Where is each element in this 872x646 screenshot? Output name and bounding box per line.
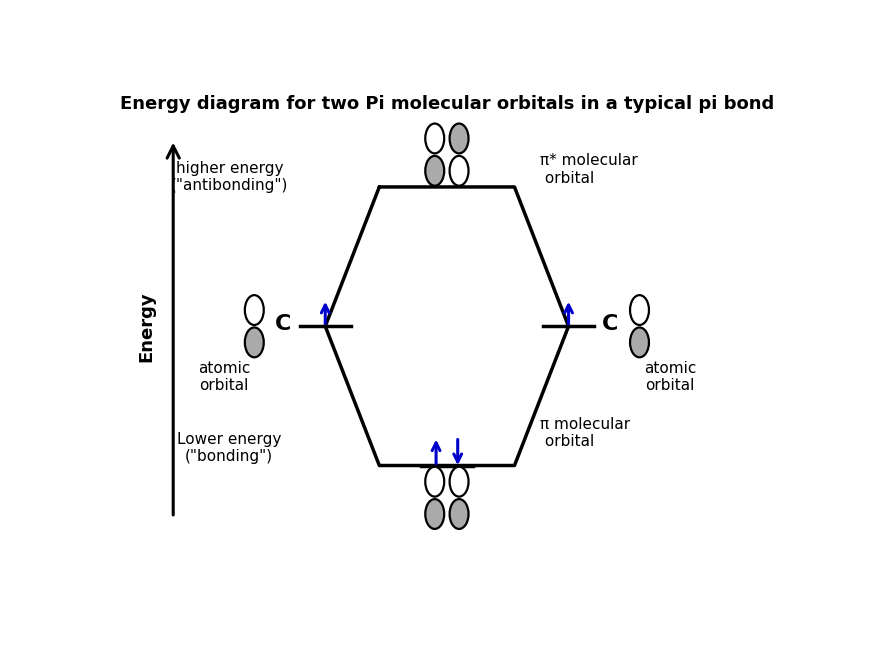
Ellipse shape (426, 467, 444, 497)
Ellipse shape (426, 156, 444, 185)
Text: π* molecular
 orbital: π* molecular orbital (540, 153, 638, 186)
Ellipse shape (426, 499, 444, 529)
Ellipse shape (450, 123, 468, 153)
Ellipse shape (630, 295, 649, 325)
Text: atomic
orbital: atomic orbital (644, 361, 696, 393)
Text: higher energy
("antibonding"): higher energy ("antibonding") (171, 161, 288, 193)
Text: Energy diagram for two Pi molecular orbitals in a typical pi bond: Energy diagram for two Pi molecular orbi… (119, 95, 774, 113)
Ellipse shape (245, 328, 263, 357)
Text: C: C (276, 314, 291, 334)
Text: atomic
orbital: atomic orbital (198, 361, 250, 393)
Ellipse shape (450, 499, 468, 529)
Text: Lower energy
("bonding"): Lower energy ("bonding") (177, 432, 282, 464)
Ellipse shape (450, 467, 468, 497)
Ellipse shape (630, 328, 649, 357)
Text: C: C (603, 314, 618, 334)
Text: Energy: Energy (137, 291, 155, 362)
Ellipse shape (450, 156, 468, 185)
Ellipse shape (426, 123, 444, 153)
Ellipse shape (245, 295, 263, 325)
Text: π molecular
 orbital: π molecular orbital (540, 417, 630, 450)
